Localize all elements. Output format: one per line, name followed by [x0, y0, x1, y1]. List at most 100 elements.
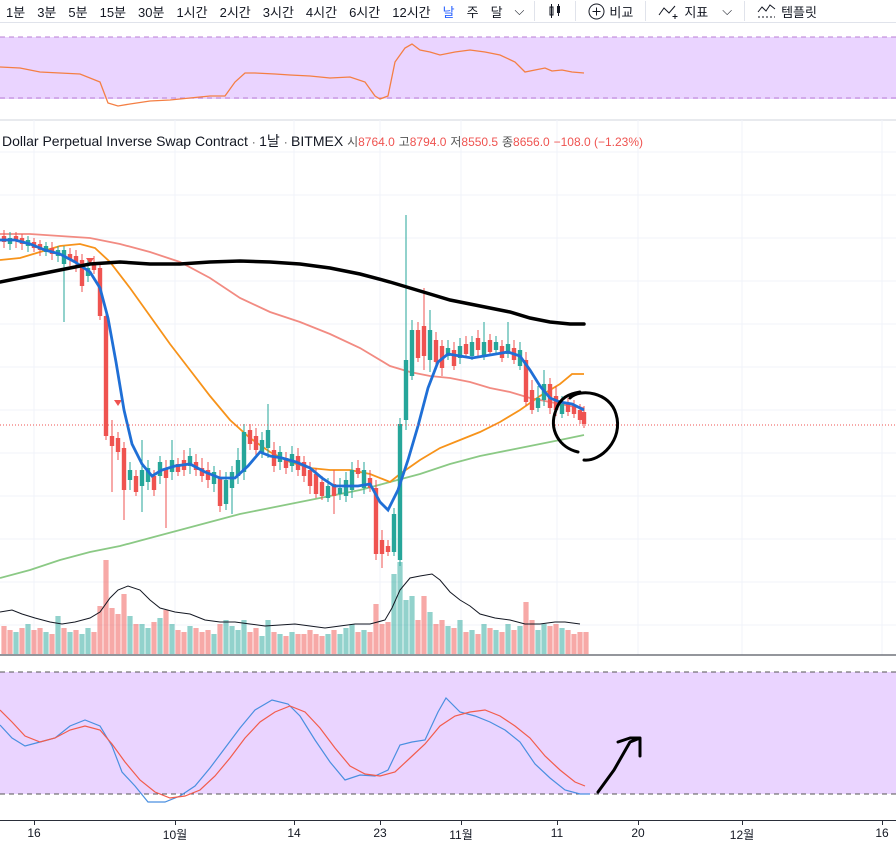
symbol-name[interactable]: Dollar Perpetual Inverse Swap Contract — [2, 133, 248, 149]
candle-body — [145, 468, 151, 482]
volume-bar — [469, 630, 475, 654]
volume-bar — [175, 630, 181, 654]
candle-body — [439, 346, 445, 368]
timeframe-9[interactable]: 6시간 — [349, 4, 381, 20]
candle-body — [115, 438, 121, 452]
volume-bar — [25, 624, 31, 654]
candle-body — [67, 254, 73, 260]
candle-body — [229, 472, 235, 488]
x-tick-mark — [175, 821, 176, 825]
candle-body — [163, 468, 169, 478]
volume-bar — [31, 630, 37, 654]
templates-label: 템플릿 — [781, 4, 817, 20]
volume-bar — [103, 560, 109, 654]
volume-bar — [49, 634, 55, 654]
templates-button[interactable]: 템플릿 — [749, 2, 825, 21]
volume-bar — [355, 632, 361, 654]
candle-body — [421, 326, 427, 356]
volume-bar — [259, 636, 265, 654]
top-oscillator-line — [0, 43, 585, 107]
timeframe-10[interactable]: 12시간 — [392, 4, 431, 20]
chart-style-button[interactable] — [539, 3, 571, 19]
candle-body — [283, 458, 289, 468]
timeframe-0[interactable]: 1분 — [6, 4, 26, 20]
candle-body — [523, 360, 529, 402]
candle-body — [361, 470, 367, 488]
volume-bar — [169, 624, 175, 654]
close-value: 8656.0 — [513, 135, 550, 149]
volume-bar — [391, 574, 397, 654]
candle-body — [121, 448, 127, 490]
volume-bar — [409, 596, 415, 654]
volume-bar — [193, 628, 199, 654]
candle-body — [187, 456, 193, 466]
timeframe-1[interactable]: 3분 — [37, 4, 57, 20]
toolbar-divider — [534, 1, 536, 21]
compare-button[interactable]: 비교 — [580, 2, 641, 21]
candle-body — [343, 480, 349, 496]
candle-body — [433, 340, 439, 362]
price-chart[interactable] — [0, 23, 896, 820]
volume-bar — [73, 630, 79, 654]
volume-bar — [445, 626, 451, 654]
volume-bar — [7, 630, 13, 654]
x-tick-mark — [294, 821, 295, 825]
candle-body — [463, 344, 469, 354]
volume-bar — [331, 630, 337, 654]
volume-bar — [475, 634, 481, 654]
candle-body — [409, 330, 415, 376]
time-axis[interactable]: 16 10월 14 23 11월 11 20 12월 16 — [0, 820, 896, 857]
volume-bar — [547, 626, 553, 654]
volume-bar — [499, 632, 505, 654]
volume-bar — [157, 618, 163, 654]
timeframe-dropdown-chevron-icon[interactable]: ⌵ — [514, 3, 525, 18]
volume-bar — [541, 624, 547, 654]
candle-body — [79, 260, 85, 286]
candle-body — [301, 462, 307, 476]
candle-body — [205, 470, 211, 480]
drawn-arrow — [596, 736, 642, 794]
signal-marker — [114, 400, 122, 406]
x-tick-label: 20 — [631, 826, 645, 840]
open-value: 8764.0 — [358, 135, 395, 149]
volume-bar — [385, 622, 391, 654]
volume-bar — [367, 632, 373, 654]
volume-bar — [37, 628, 43, 654]
volume-bar — [151, 622, 157, 654]
volume-bar — [55, 616, 61, 654]
x-tick-label: 16 — [27, 826, 41, 840]
volume-bar — [301, 634, 307, 654]
timeframe-12[interactable]: 주 — [466, 4, 479, 20]
candle-body — [391, 514, 397, 552]
toolbar-divider — [645, 1, 647, 21]
timeframe-7[interactable]: 3시간 — [262, 4, 294, 20]
volume-bar — [517, 626, 523, 654]
volume-bar — [79, 634, 85, 654]
candle-body — [565, 404, 571, 412]
ma-blue-line — [0, 238, 585, 513]
chevron-down-icon: ⌵ — [722, 3, 733, 18]
volume-bar — [493, 630, 499, 654]
candle-body — [259, 440, 265, 452]
candle-body — [457, 346, 463, 358]
indicators-button[interactable]: 지표 ⌵ — [650, 2, 740, 21]
candle-body — [415, 330, 421, 358]
volume-bar — [535, 630, 541, 654]
timeframe-4[interactable]: 30분 — [138, 4, 165, 20]
candlestick-icon — [549, 4, 561, 18]
timeframe-13[interactable]: 달 — [490, 4, 503, 20]
timeframe-11[interactable]: 날 — [442, 4, 455, 20]
volume-bar — [319, 636, 325, 654]
timeframe-2[interactable]: 5분 — [68, 4, 88, 20]
volume-bar — [577, 632, 583, 654]
candle-body — [265, 430, 271, 448]
timeframe-6[interactable]: 2시간 — [219, 4, 251, 20]
timeframe-8[interactable]: 4시간 — [305, 4, 338, 20]
volume-bar — [427, 612, 433, 654]
volume-bar — [523, 602, 529, 654]
x-tick-label: 14 — [287, 826, 301, 840]
volume-bar — [337, 634, 343, 654]
candle-body — [109, 436, 115, 446]
timeframe-3[interactable]: 15분 — [99, 4, 127, 20]
timeframe-5[interactable]: 1시간 — [176, 4, 208, 20]
